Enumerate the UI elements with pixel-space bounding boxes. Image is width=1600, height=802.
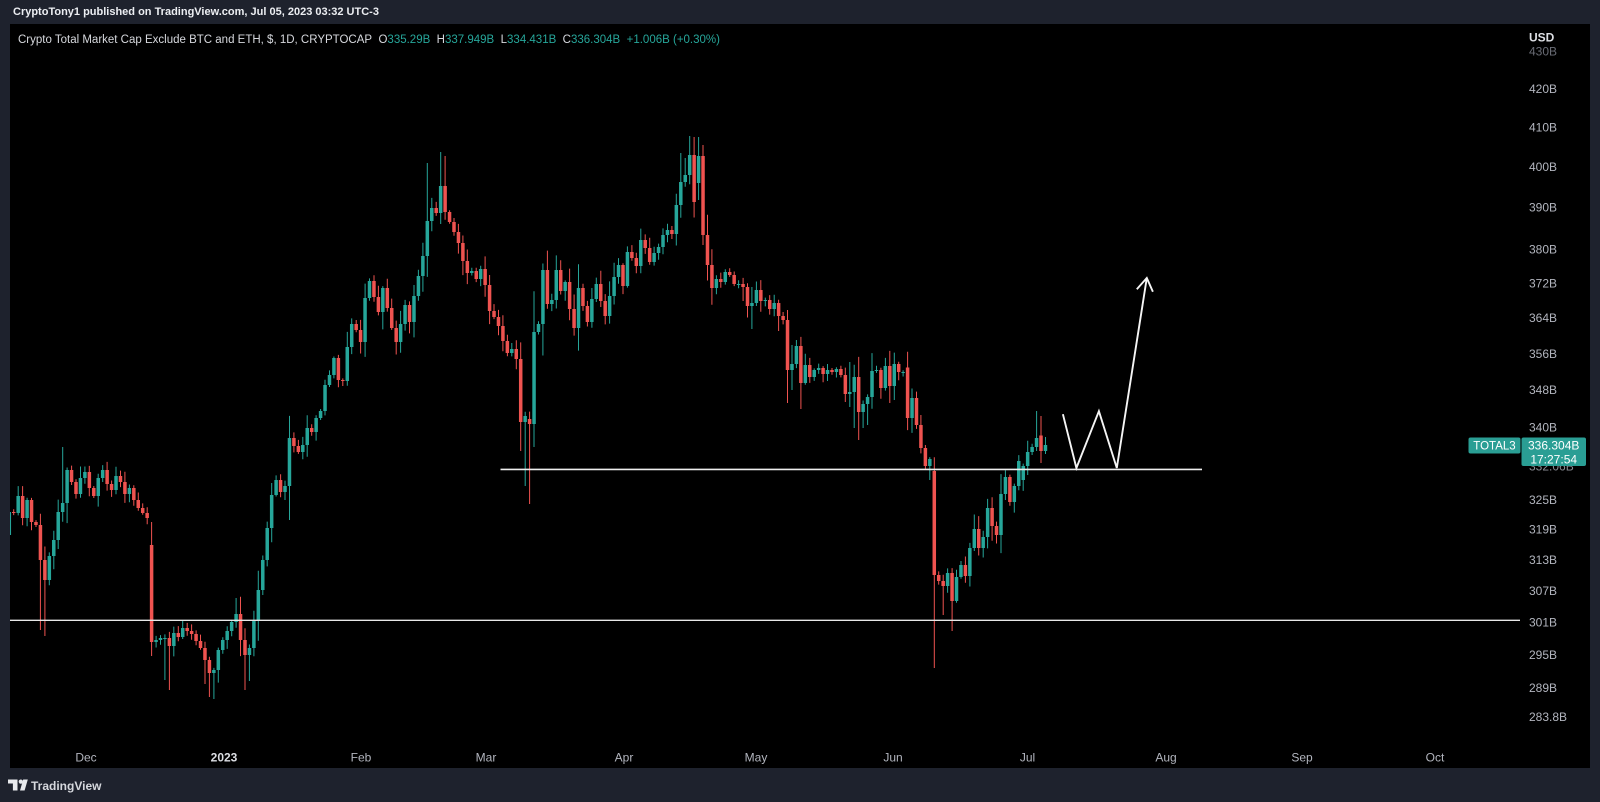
svg-text:289B: 289B bbox=[1529, 681, 1557, 695]
svg-text:319B: 319B bbox=[1529, 523, 1557, 537]
svg-text:Feb: Feb bbox=[351, 751, 372, 765]
svg-text:TOTAL3: TOTAL3 bbox=[1473, 441, 1515, 453]
svg-text:372B: 372B bbox=[1529, 276, 1557, 290]
svg-text:325B: 325B bbox=[1529, 493, 1557, 507]
svg-text:301B: 301B bbox=[1529, 616, 1557, 630]
svg-text:348B: 348B bbox=[1529, 383, 1557, 397]
svg-text:Apr: Apr bbox=[615, 751, 634, 765]
svg-text:USD: USD bbox=[1529, 31, 1555, 45]
svg-text:295B: 295B bbox=[1529, 648, 1557, 662]
svg-text:17:27:54: 17:27:54 bbox=[1530, 453, 1577, 467]
svg-text:May: May bbox=[745, 751, 768, 765]
svg-text:Aug: Aug bbox=[1155, 751, 1176, 765]
svg-text:Jul: Jul bbox=[1020, 751, 1035, 765]
svg-text:420B: 420B bbox=[1529, 82, 1557, 96]
svg-text:336.304B: 336.304B bbox=[1528, 439, 1579, 453]
svg-text:Dec: Dec bbox=[75, 751, 96, 765]
svg-text:Mar: Mar bbox=[476, 751, 497, 765]
svg-text:430B: 430B bbox=[1529, 44, 1557, 58]
svg-text:364B: 364B bbox=[1529, 311, 1557, 325]
svg-text:2023: 2023 bbox=[211, 751, 238, 765]
svg-text:400B: 400B bbox=[1529, 160, 1557, 174]
svg-text:307B: 307B bbox=[1529, 584, 1557, 598]
svg-text:356B: 356B bbox=[1529, 347, 1557, 361]
svg-text:Oct: Oct bbox=[1426, 751, 1445, 765]
svg-text:340B: 340B bbox=[1529, 421, 1557, 435]
svg-text:410B: 410B bbox=[1529, 121, 1557, 135]
svg-text:283.8B: 283.8B bbox=[1529, 710, 1567, 724]
svg-text:380B: 380B bbox=[1529, 242, 1557, 256]
svg-text:Sep: Sep bbox=[1291, 751, 1313, 765]
svg-text:313B: 313B bbox=[1529, 553, 1557, 567]
svg-text:Jun: Jun bbox=[883, 751, 902, 765]
svg-text:390B: 390B bbox=[1529, 201, 1557, 215]
